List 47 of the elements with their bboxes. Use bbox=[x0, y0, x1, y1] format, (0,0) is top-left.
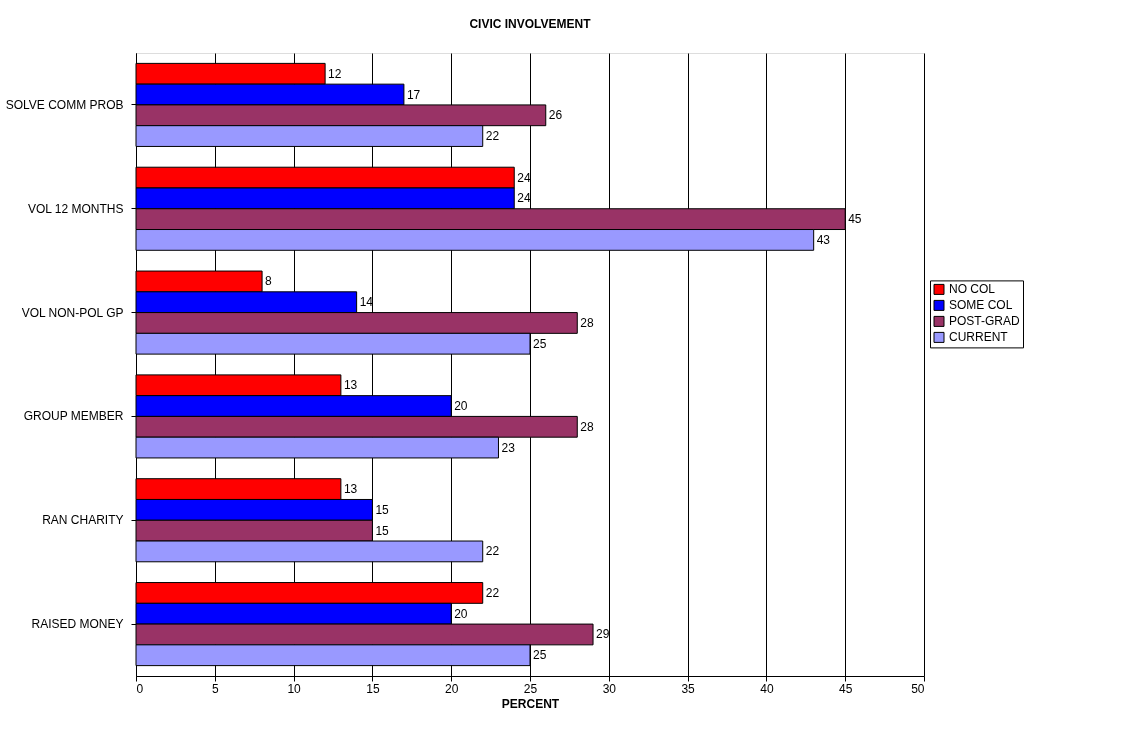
data-label: 43 bbox=[816, 232, 831, 247]
data-label: 26 bbox=[548, 108, 563, 123]
data-label: 12 bbox=[328, 66, 342, 81]
y-tick-label: VOL NON-POL GP bbox=[21, 305, 124, 320]
y-tick-label: SOLVE COMM PROB bbox=[5, 97, 124, 112]
x-tick-label: 50 bbox=[911, 681, 925, 696]
y-tick-label: GROUP MEMBER bbox=[23, 409, 124, 424]
x-tick-label: 25 bbox=[523, 681, 538, 696]
x-tick-label: 40 bbox=[760, 681, 774, 696]
data-label: 20 bbox=[454, 399, 468, 414]
data-label: 20 bbox=[454, 606, 468, 621]
legend-label: CURRENT bbox=[949, 330, 1009, 345]
y-tick-label: RAN CHARITY bbox=[42, 513, 124, 528]
chart-title: CIVIC INVOLVEMENT bbox=[469, 17, 592, 31]
data-label: 28 bbox=[580, 315, 594, 330]
legend-label: NO COL bbox=[949, 282, 996, 297]
x-tick-label: 15 bbox=[366, 681, 380, 696]
data-label: 8 bbox=[265, 274, 273, 289]
data-label: 29 bbox=[596, 627, 610, 642]
data-label: 25 bbox=[533, 336, 547, 351]
data-label: 22 bbox=[485, 129, 500, 144]
data-label: 45 bbox=[848, 212, 862, 227]
data-label: 15 bbox=[375, 502, 390, 517]
data-label: 23 bbox=[501, 440, 516, 455]
data-label: 17 bbox=[406, 87, 421, 102]
y-tick-label: RAISED MONEY bbox=[31, 617, 124, 632]
x-tick-label: 0 bbox=[136, 681, 144, 696]
x-tick-label: 35 bbox=[681, 681, 696, 696]
legend-label: SOME COL bbox=[949, 298, 1013, 313]
data-label: 24 bbox=[517, 170, 531, 185]
data-label: 22 bbox=[485, 585, 500, 600]
data-label: 28 bbox=[580, 419, 594, 434]
x-tick-label: 5 bbox=[211, 681, 219, 696]
x-tick-label: 10 bbox=[287, 681, 302, 696]
data-label: 13 bbox=[343, 378, 358, 393]
x-axis-title: PERCENT bbox=[501, 696, 560, 711]
data-label: 14 bbox=[359, 295, 374, 310]
x-tick-label: 20 bbox=[445, 681, 459, 696]
x-tick-label: 45 bbox=[839, 681, 853, 696]
data-label: 15 bbox=[375, 523, 390, 538]
data-label: 24 bbox=[517, 191, 531, 206]
data-label: 13 bbox=[343, 482, 358, 497]
legend-label: POST-GRAD bbox=[949, 314, 1021, 329]
x-tick-label: 30 bbox=[602, 681, 617, 696]
data-label: 22 bbox=[485, 544, 500, 559]
data-label: 25 bbox=[533, 648, 547, 663]
y-tick-label: VOL 12 MONTHS bbox=[27, 201, 124, 216]
